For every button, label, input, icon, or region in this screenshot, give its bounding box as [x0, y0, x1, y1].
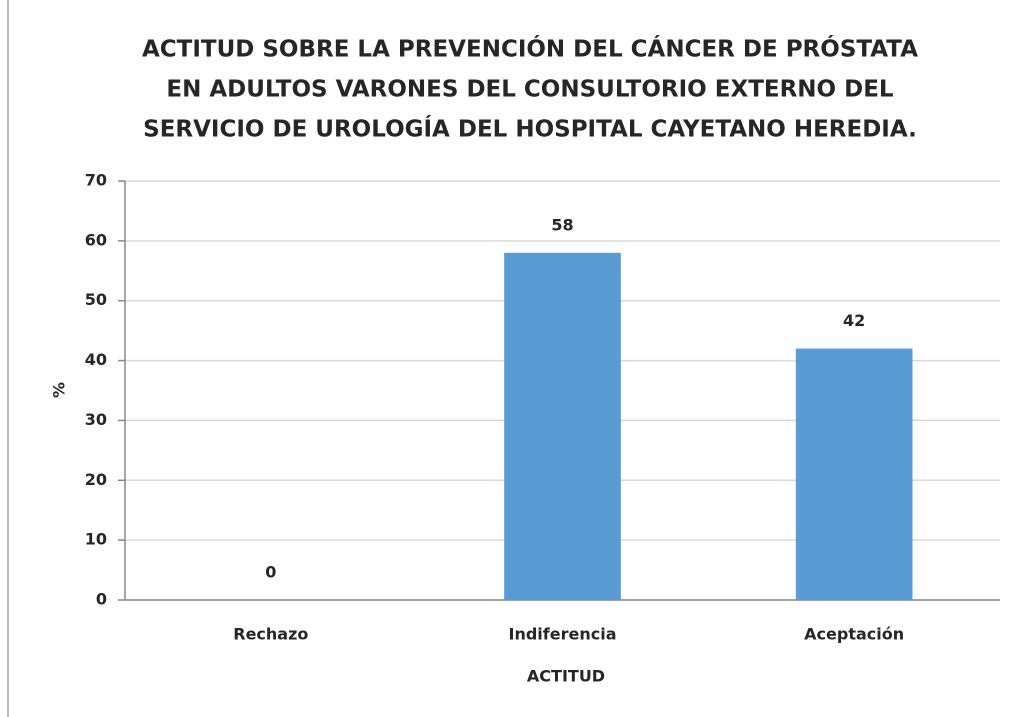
chart-title: SERVICIO DE UROLOGÍA DEL HOSPITAL CAYETA… — [143, 115, 917, 143]
bar — [504, 252, 621, 601]
data-label: 0 — [265, 563, 276, 582]
x-axis-label: ACTITUD — [527, 667, 605, 686]
y-tick-label: 20 — [85, 470, 107, 489]
bar — [795, 348, 913, 600]
chart-title: ACTITUD SOBRE LA PREVENCIÓN DEL CÁNCER D… — [142, 35, 918, 63]
y-tick-label: 10 — [85, 530, 107, 549]
y-tick-label: 0 — [96, 590, 107, 609]
x-tick-label: Indiferencia — [509, 625, 617, 644]
chart-title: EN ADULTOS VARONES DEL CONSULTORIO EXTER… — [166, 77, 894, 103]
y-tick-label: 30 — [85, 410, 107, 429]
y-tick-label: 60 — [85, 230, 107, 249]
data-label: 42 — [843, 311, 865, 330]
y-tick-label: 40 — [85, 350, 107, 369]
y-tick-label: 50 — [85, 290, 107, 309]
y-tick-label: 70 — [85, 171, 107, 190]
data-label: 58 — [551, 215, 573, 234]
x-tick-label: Rechazo — [233, 625, 308, 644]
y-axis-label: % — [50, 382, 69, 398]
x-tick-label: Aceptación — [804, 625, 904, 644]
